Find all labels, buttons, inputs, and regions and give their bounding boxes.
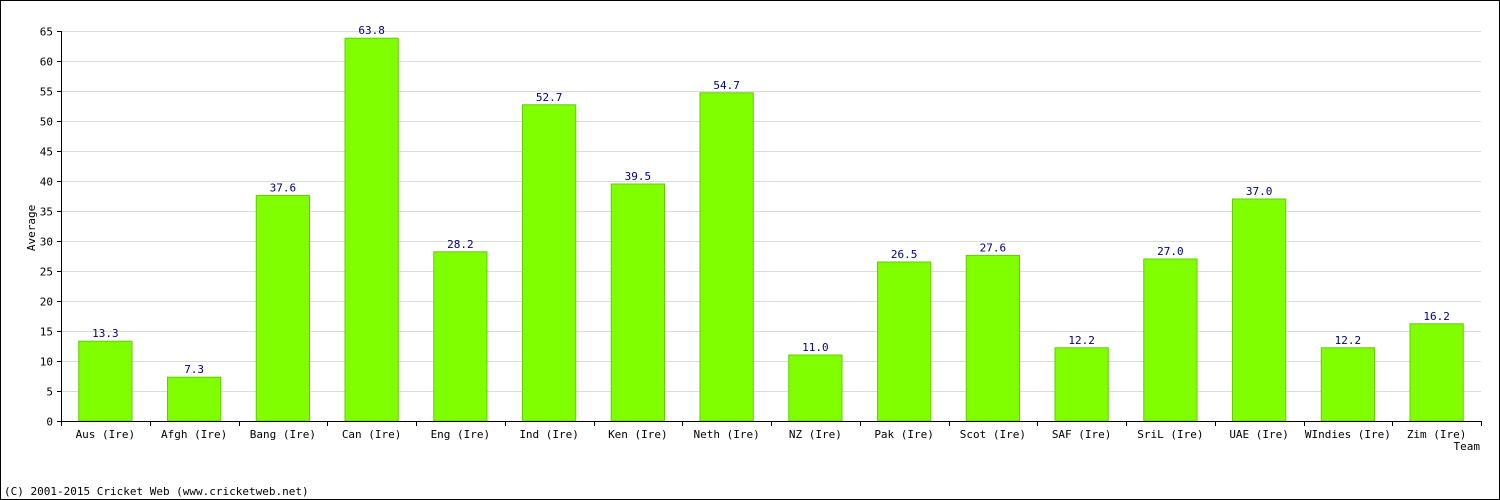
y-tick-label: 65 (40, 26, 53, 39)
y-tick-label: 30 (40, 236, 53, 249)
bar-value-label: 12.2 (1068, 334, 1095, 347)
y-tick-label: 40 (40, 176, 53, 189)
y-tick-label: 5 (46, 386, 53, 399)
bar-value-label: 27.6 (980, 241, 1007, 254)
x-tick-label: Afgh (Ire) (161, 428, 227, 441)
bar (255, 194, 310, 422)
bar-value-label: 12.2 (1335, 334, 1362, 347)
y-tick-label: 60 (40, 56, 53, 69)
bar (344, 37, 399, 422)
bar-value-label: 37.6 (270, 181, 297, 194)
bar (1054, 347, 1109, 422)
y-tick-label: 10 (40, 356, 53, 369)
bar (699, 92, 754, 422)
y-tick-label: 35 (40, 206, 53, 219)
x-tick-label: Aus (Ire) (76, 428, 136, 441)
y-axis-title: Average (25, 205, 38, 251)
x-tick-label: Can (Ire) (342, 428, 402, 441)
bars (78, 37, 1464, 422)
bar-value-label: 7.3 (184, 363, 204, 376)
x-axis-title: Team (1454, 440, 1481, 453)
bar-value-label: 11.0 (802, 341, 829, 354)
axes: 0 5 10 15 20 25 30 35 40 45 50 55 60 65 Aus (Ire) Afgh … (40, 26, 1482, 441)
bar (522, 104, 577, 422)
copyright-footer: (C) 2001-2015 Cricket Web (www.cricketwe… (4, 485, 309, 498)
bar (1320, 347, 1375, 422)
bar (1143, 258, 1198, 422)
x-tick-label: Neth (Ire) (694, 428, 760, 441)
bar (1409, 323, 1464, 422)
bar-value-label: 16.2 (1423, 310, 1450, 323)
y-tick-label: 20 (40, 296, 53, 309)
x-tick-label: Scot (Ire) (960, 428, 1026, 441)
bar-value-label: 63.8 (358, 24, 385, 37)
bar-value-label: 13.3 (92, 327, 119, 340)
x-tick-label: SriL (Ire) (1137, 428, 1203, 441)
y-tick-label: 55 (40, 86, 53, 99)
y-tick-label: 50 (40, 116, 53, 129)
bar (78, 340, 133, 422)
bar-value-label: 37.0 (1246, 185, 1273, 198)
bar (167, 376, 222, 422)
bar-value-label: 26.5 (891, 248, 918, 261)
bar (610, 183, 665, 422)
data-labels: 13.3 7.3 37.6 63.8 28.2 52.7 39.5 54.7 11.0 26.5 2… (92, 24, 1450, 376)
bar (965, 254, 1020, 422)
x-tick-label: WIndies (Ire) (1305, 428, 1391, 441)
x-tick-label: Ind (Ire) (519, 428, 579, 441)
bar (788, 354, 843, 422)
bar-value-label: 28.2 (447, 238, 474, 251)
bar-value-label: 27.0 (1157, 245, 1184, 258)
bar (1232, 198, 1287, 422)
y-tick-label: 45 (40, 146, 53, 159)
y-tick-label: 25 (40, 266, 53, 279)
x-tick-label: SAF (Ire) (1052, 428, 1112, 441)
bar-value-label: 39.5 (625, 170, 652, 183)
x-tick-label: Eng (Ire) (431, 428, 491, 441)
bar-value-label: 54.7 (713, 79, 740, 92)
y-tick-label: 15 (40, 326, 53, 339)
bar-value-label: 52.7 (536, 91, 563, 104)
bar (433, 251, 488, 422)
x-tick-label: Pak (Ire) (874, 428, 934, 441)
x-tick-label: UAE (Ire) (1229, 428, 1289, 441)
bar (877, 261, 932, 422)
x-tick-label: NZ (Ire) (789, 428, 842, 441)
y-tick-label: 0 (46, 416, 53, 429)
x-tick-label: Zim (Ire) (1407, 428, 1467, 441)
x-tick-label: Ken (Ire) (608, 428, 668, 441)
x-tick-label: Bang (Ire) (250, 428, 316, 441)
